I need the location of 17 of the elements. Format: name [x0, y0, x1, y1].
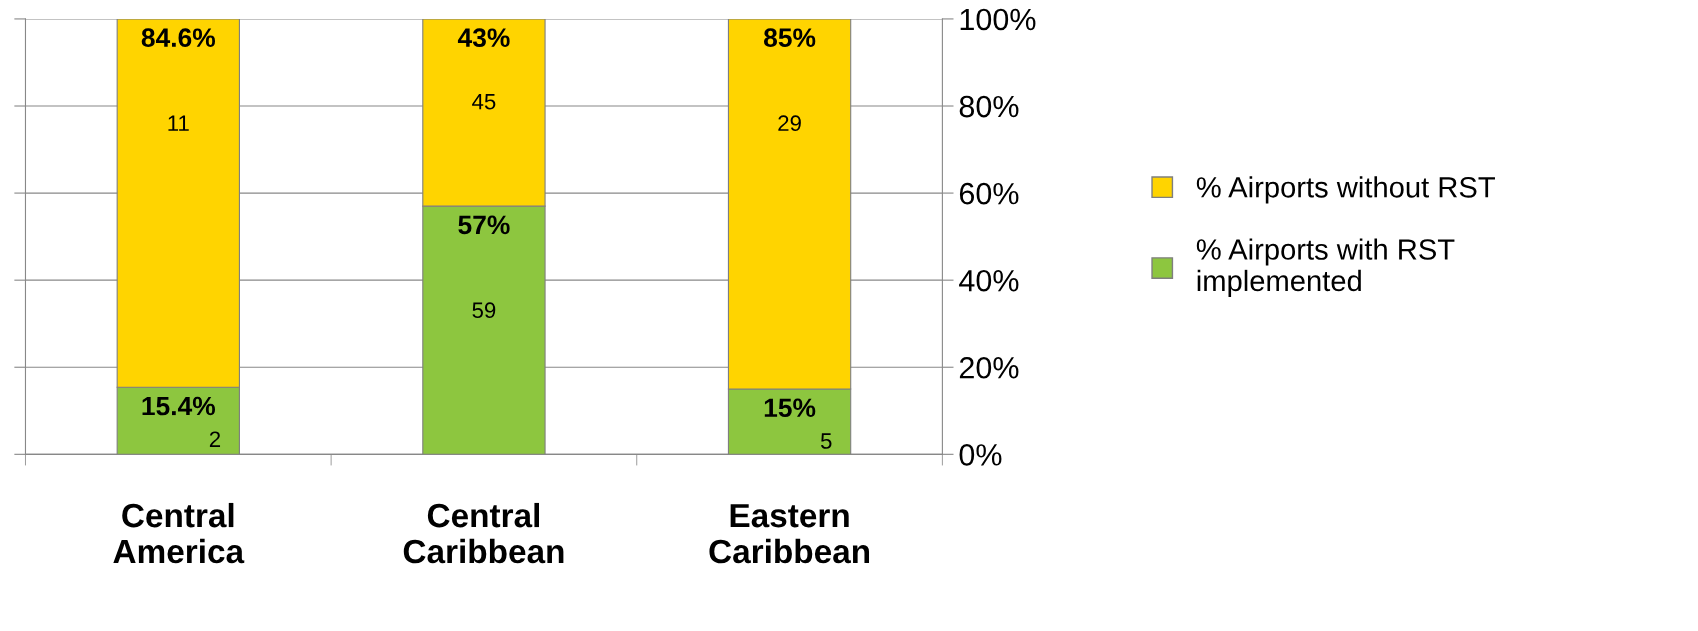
y-tick-label: 80% — [959, 95, 1019, 118]
text: 57% 59 — [458, 215, 510, 319]
y-tick-label: 100% — [960, 8, 1036, 31]
text: 85% 29 — [764, 28, 816, 132]
legend-label: % Airports with RST implemented — [1196, 238, 1455, 298]
y-tick-label: 60% — [959, 182, 1019, 205]
x-tick-label: Eastern Caribbean — [709, 504, 870, 564]
legend-label: % Airports without RST — [1196, 176, 1495, 204]
y-tick-label: 0% — [959, 444, 1002, 466]
text: 43% 45 — [457, 28, 510, 110]
x-tick-label: Central Caribbean — [403, 502, 564, 564]
x-tick-label: Central America — [113, 502, 245, 564]
text: 84.6% 11 — [141, 28, 216, 131]
data-label: 15.4% 2 — [142, 396, 221, 447]
y-tick-label: 40% — [959, 269, 1019, 292]
data-label: 15% 5 — [764, 398, 832, 449]
y-tick-label: 20% — [959, 356, 1019, 379]
